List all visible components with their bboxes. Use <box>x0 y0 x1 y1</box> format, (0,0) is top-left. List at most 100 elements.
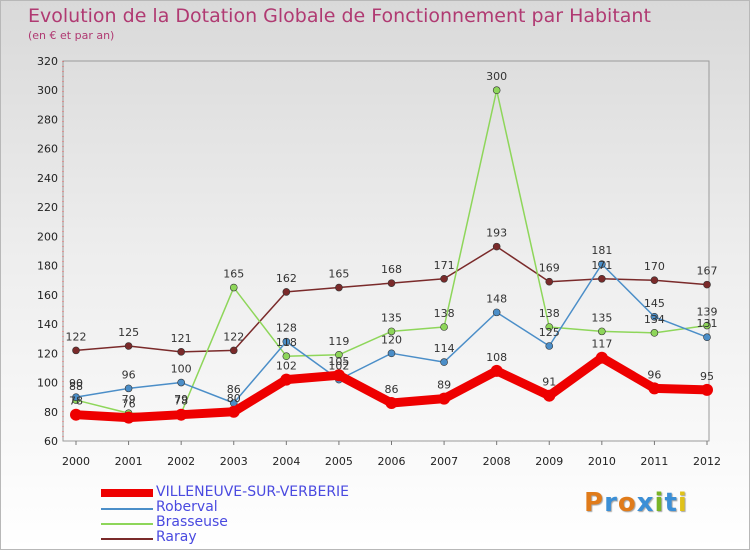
data-point <box>703 333 711 342</box>
data-label: 102 <box>276 360 297 373</box>
data-point <box>72 346 80 355</box>
data-point <box>440 323 448 331</box>
data-label: 80 <box>227 392 241 405</box>
data-point <box>282 352 291 361</box>
data-point <box>545 342 554 350</box>
data-label: 96 <box>122 368 136 381</box>
data-point <box>387 349 396 358</box>
data-label: 102 <box>328 360 349 373</box>
logo-letter: t <box>664 488 678 518</box>
data-point <box>595 351 608 364</box>
data-label: 79 <box>174 393 188 406</box>
data-label: 76 <box>122 398 136 411</box>
data-label: 139 <box>697 306 718 319</box>
data-label: 78 <box>174 395 188 408</box>
data-label: 145 <box>644 297 665 310</box>
legend-label: VILLENEUVE-SUR-VERBERIE <box>156 484 350 500</box>
data-label: 122 <box>223 330 244 343</box>
chart-subtitle: (en € et par an) <box>28 29 115 42</box>
data-label: 88 <box>69 380 83 393</box>
data-label: 119 <box>328 335 349 348</box>
data-point <box>385 397 398 409</box>
chart-title: Evolution de la Dotation Globale de Fonc… <box>28 5 651 27</box>
data-label: 125 <box>539 326 560 339</box>
data-point <box>492 86 501 95</box>
data-label: 95 <box>700 370 714 383</box>
axes: 60 80 100 120 140 160 180 200 220 240 260 280 300 320… <box>37 55 721 468</box>
data-point <box>282 288 291 296</box>
x-tick-label: 2008 <box>483 455 511 468</box>
data-point <box>124 342 133 350</box>
data-label: 135 <box>591 311 612 324</box>
data-label: 90 <box>69 377 83 390</box>
x-tick-label: 2009 <box>535 455 563 468</box>
logo-letter: i <box>677 488 688 518</box>
data-point <box>650 276 659 285</box>
data-point <box>229 346 238 355</box>
data-label: 79 <box>122 393 136 406</box>
data-point <box>122 411 135 424</box>
x-tick-label: 2001 <box>115 455 143 468</box>
x-tick-label: 2002 <box>167 455 195 468</box>
y-tick-label: 140 <box>37 318 58 331</box>
data-point <box>175 408 188 421</box>
x-tick-label: 2006 <box>378 455 406 468</box>
data-point <box>227 405 240 418</box>
x-tick-label: 2005 <box>325 455 353 468</box>
data-point <box>703 280 711 289</box>
logo-letter: i <box>654 488 665 518</box>
y-tick-label: 260 <box>37 143 58 156</box>
data-label: 86 <box>385 383 399 396</box>
series-roberval <box>72 260 711 407</box>
y-tick-label: 100 <box>37 377 58 390</box>
data-point <box>280 373 293 386</box>
data-label: 300 <box>486 70 507 83</box>
data-point <box>701 383 713 396</box>
data-point <box>177 348 185 356</box>
legend-swatch <box>101 508 153 510</box>
data-label: 170 <box>644 260 665 273</box>
data-label: 138 <box>434 307 455 320</box>
logo-letter: x <box>636 488 655 518</box>
data-label: 134 <box>644 313 665 326</box>
x-tick-label: 2011 <box>640 455 668 468</box>
y-tick-label: 280 <box>37 113 58 126</box>
data-label: 89 <box>437 379 451 392</box>
y-tick-label: 160 <box>37 289 58 302</box>
legend-label: Roberval <box>156 499 218 515</box>
data-point <box>545 277 554 286</box>
data-point <box>335 350 343 359</box>
data-label: 168 <box>381 263 402 276</box>
data-point <box>229 283 238 292</box>
data-label: 131 <box>697 317 718 330</box>
line-chart: 60 80 100 120 140 160 180 200 220 240 260 280 300 320… <box>37 55 721 468</box>
data-label: 167 <box>697 265 718 278</box>
data-label: 169 <box>539 262 560 275</box>
data-point <box>598 274 606 283</box>
y-tick-label: 180 <box>37 260 58 273</box>
data-point <box>490 364 503 377</box>
data-point <box>648 382 661 395</box>
data-label: 162 <box>276 272 297 285</box>
data-point <box>598 327 606 336</box>
data-point <box>650 312 659 321</box>
data-point <box>438 392 451 405</box>
data-point <box>70 408 82 421</box>
data-label: 165 <box>328 268 349 281</box>
data-point <box>543 389 556 402</box>
logo-letter: r <box>604 488 618 518</box>
y-tick-label: 120 <box>37 347 58 360</box>
y-tick-label: 80 <box>44 406 58 419</box>
data-point <box>598 260 606 268</box>
data-point <box>282 337 291 346</box>
y-tick-label: 320 <box>37 55 58 68</box>
data-point <box>650 329 659 337</box>
data-label: 148 <box>486 292 507 305</box>
data-label: 138 <box>539 307 560 320</box>
data-label: 86 <box>227 383 241 396</box>
data-point <box>492 242 501 251</box>
x-tick-label: 2010 <box>588 455 616 468</box>
data-label: 135 <box>381 311 402 324</box>
data-label: 171 <box>434 259 455 272</box>
